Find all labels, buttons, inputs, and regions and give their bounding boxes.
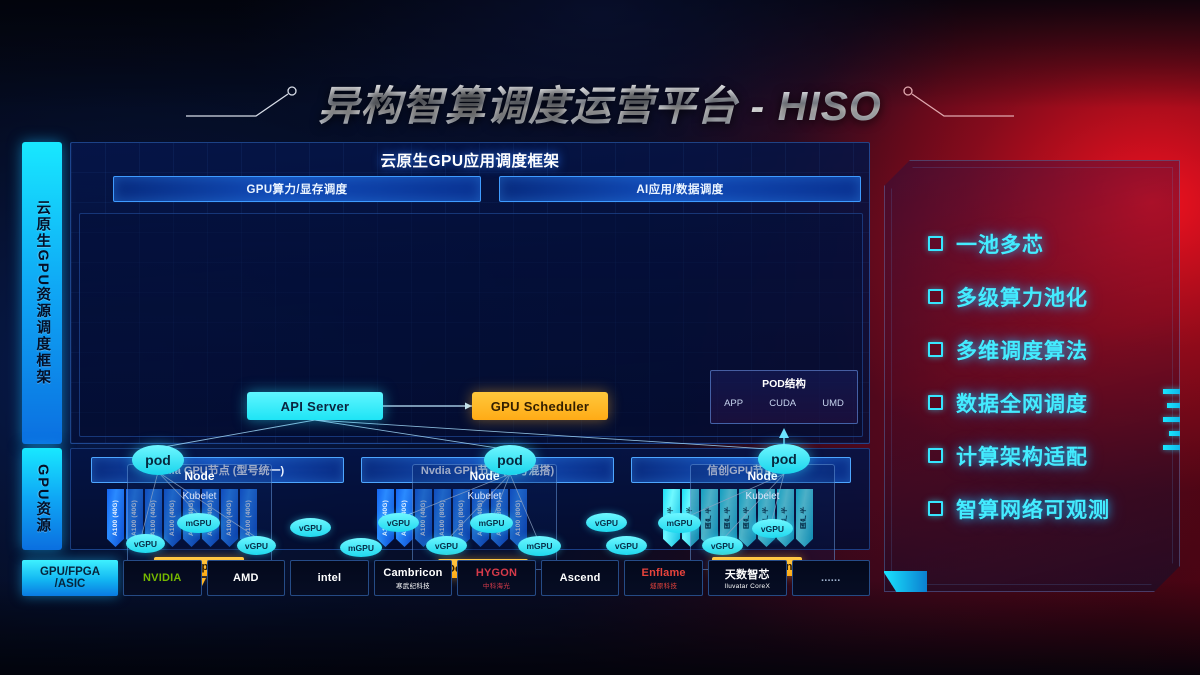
top-bar-ai-label: AI应用/数据调度: [636, 184, 724, 196]
node-title: Node: [469, 469, 500, 483]
pod-layer-app: APP: [724, 398, 744, 409]
vendor-subtitle: Iluvatar CoreX: [724, 583, 771, 590]
mgpu-pill[interactable]: mGPU: [658, 513, 701, 533]
pod-structure-box: POD结构 APP CUDA UMD: [710, 370, 858, 424]
feature-item-5[interactable]: 计算架构适配: [928, 441, 1172, 471]
top-bar-ai[interactable]: AI应用/数据调度: [499, 176, 861, 202]
checkbox-icon: [928, 342, 943, 357]
vgpu-pill[interactable]: vGPU: [426, 536, 467, 555]
vendor-label-line2: /ASIC: [54, 578, 86, 590]
node-cluster-3: Node Kubelet: [690, 464, 835, 570]
mgpu-pill[interactable]: mGPU: [470, 513, 513, 533]
panel-corner-accent: [883, 571, 927, 593]
title-right-decoration: [896, 82, 1016, 122]
feature-list: 一池多芯多级算力池化 多维调度算法 数据全网调度 计算架构适配 智算网络可观测: [891, 167, 1173, 585]
checkbox-icon: [928, 501, 943, 516]
feature-label: 一池多芯: [956, 233, 1044, 257]
vendor-logo-hygon[interactable]: HYGON 中科海光: [457, 560, 536, 596]
kubelet-label: Kubelet: [745, 491, 780, 502]
pod-layer-umd: UMD: [822, 398, 844, 409]
vendor-name: AMD: [233, 572, 259, 584]
top-bar-compute-label: GPU算力/显存调度: [246, 184, 348, 196]
pod-layer-cuda: CUDA: [769, 398, 797, 409]
feature-item-2[interactable]: 多级算力池化: [928, 282, 1172, 312]
feature-item-3[interactable]: 多维调度算法: [928, 335, 1172, 365]
vendor-name: Enflame: [641, 566, 686, 579]
gpu-card[interactable]: A100 (40G): [107, 489, 124, 547]
vgpu-pill[interactable]: vGPU: [126, 534, 165, 553]
vendor-logo-amd[interactable]: AMD: [206, 560, 286, 596]
framework-side-label-text: 云原生GPU资源调度框架: [34, 200, 51, 386]
vendor-subtitle: 中科海光: [482, 582, 511, 590]
gpu-card-label: A100 (40G): [112, 500, 119, 536]
api-server-box[interactable]: API Server: [247, 392, 383, 420]
pod-pill-1[interactable]: pod: [132, 445, 184, 475]
pod-pill-3[interactable]: pod: [758, 444, 810, 474]
mgpu-pill[interactable]: mGPU: [177, 513, 220, 533]
vendor-logo-enflame[interactable]: Enflame 燧原科技: [624, 560, 703, 596]
title-left-decoration: [184, 82, 304, 122]
vendor-name: ......: [821, 572, 841, 584]
checkbox-icon: [928, 395, 943, 410]
vendor-logo-ascend[interactable]: Ascend: [540, 560, 620, 596]
vendor-name: NVIDIA: [143, 572, 182, 584]
vendor-logo--[interactable]: 天数智芯 Iluvatar CoreX: [707, 560, 787, 596]
feature-item-6[interactable]: 智算网络可观测: [928, 494, 1172, 524]
vgpu-pill[interactable]: vGPU: [752, 519, 793, 538]
gpu-card[interactable]: A100 (40G): [126, 489, 143, 547]
vendor-name: 天数智芯: [724, 569, 770, 581]
feature-item-4[interactable]: 数据全网调度: [928, 388, 1172, 418]
vendor-label-line1: GPU/FPGA: [39, 565, 101, 578]
vendor-name: Cambricon: [383, 566, 443, 579]
vendor-name: HYGON: [475, 566, 518, 579]
vendor-logo-intel[interactable]: intel: [290, 560, 369, 596]
resources-side-label: GPU资源: [22, 448, 62, 550]
feature-panel: 一池多芯多级算力池化 多维调度算法 数据全网调度 计算架构适配 智算网络可观测: [884, 160, 1180, 592]
gpu-scheduler-box[interactable]: GPU Scheduler: [472, 392, 608, 420]
vendor-name: Ascend: [559, 572, 601, 584]
architecture-diagram: 云原生GPU资源调度框架 GPU资源 云原生GPU应用调度框架 GPU算力/显存…: [22, 142, 870, 598]
top-bar-compute[interactable]: GPU算力/显存调度: [113, 176, 481, 202]
vendor-row: GPU/FPGA /ASIC NVIDIA AMD intel Cambricon 寒武…: [22, 560, 871, 596]
vendor-subtitle: 寒武纪科技: [395, 582, 430, 590]
vendor-logo-nvidia[interactable]: NVIDIA: [123, 560, 202, 596]
feature-label: 多维调度算法: [956, 339, 1088, 363]
checkbox-icon: [928, 289, 943, 304]
pod-structure-title: POD结构: [762, 378, 806, 390]
framework-side-label: 云原生GPU资源调度框架: [22, 142, 62, 444]
pod-pill-2[interactable]: pod: [484, 445, 536, 475]
vgpu-pill[interactable]: vGPU: [290, 518, 331, 537]
vendor-logo--[interactable]: ......: [791, 560, 871, 596]
mgpu-pill[interactable]: mGPU: [340, 538, 382, 557]
kubelet-label: Kubelet: [467, 491, 502, 502]
resources-side-label-text: GPU资源: [34, 463, 51, 535]
vgpu-pill[interactable]: vGPU: [378, 513, 419, 532]
vendor-logo-cambricon[interactable]: Cambricon 寒武纪科技: [373, 560, 453, 596]
feature-item-1[interactable]: 一池多芯: [928, 229, 1172, 259]
vgpu-pill[interactable]: vGPU: [702, 536, 743, 555]
vendor-name: intel: [317, 572, 342, 584]
vgpu-pill[interactable]: vGPU: [586, 513, 627, 532]
title-bar: 异构智算调度运营平台 - HISO: [0, 74, 1200, 130]
pod-structure-layers: APP CUDA UMD: [711, 398, 857, 409]
vendor-category-label: GPU/FPGA /ASIC: [22, 560, 118, 596]
mgpu-pill[interactable]: mGPU: [518, 536, 561, 556]
vendor-subtitle: 燧原科技: [650, 582, 678, 590]
gpu-card[interactable]: 国产 卡: [796, 489, 813, 547]
node-title: Node: [747, 469, 778, 483]
feature-label: 计算架构适配: [956, 445, 1088, 469]
page-title: 异构智算调度运营平台 - HISO: [318, 72, 882, 132]
checkbox-icon: [928, 448, 943, 463]
checkbox-icon: [928, 236, 943, 251]
feature-label: 数据全网调度: [956, 392, 1088, 416]
framework-header: 云原生GPU应用调度框架: [380, 153, 560, 170]
feature-label: 多级算力池化: [956, 286, 1088, 310]
feature-label: 智算网络可观测: [956, 498, 1110, 522]
vgpu-pill[interactable]: vGPU: [606, 536, 647, 555]
vgpu-pill[interactable]: vGPU: [237, 536, 276, 555]
kubelet-label: Kubelet: [182, 491, 217, 502]
